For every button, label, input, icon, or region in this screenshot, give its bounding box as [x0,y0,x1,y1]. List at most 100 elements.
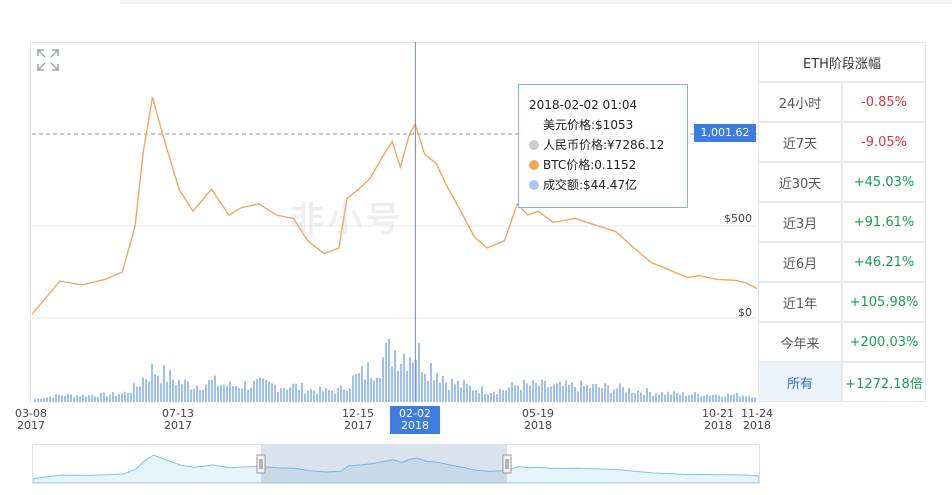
volume-bar [319,386,321,402]
volume-bar [547,387,549,402]
volume-bar [751,397,753,402]
volume-bar [193,388,195,402]
volume-bar [358,372,360,402]
btc-dot-icon [529,160,539,170]
volume-bar [154,374,156,402]
volume-bar [40,398,42,402]
volume-bar [190,389,192,402]
volume-bar [370,378,372,402]
volume-bar [484,393,486,402]
volume-bar [625,392,627,402]
volume-bar [634,392,636,402]
volume-bar [310,388,312,402]
x-tick-year: 2018 [743,419,771,432]
range-navigator[interactable] [32,444,760,484]
volume-bar [490,392,492,402]
volume-bar [517,385,519,402]
fullscreen-icon[interactable] [36,48,60,72]
volume-bar [46,397,48,402]
volume-bar [400,363,402,402]
volume-bar [52,397,54,402]
y-tick-0: $0 [738,306,752,319]
volume-bar [679,394,681,402]
volume-bar [265,379,267,402]
x-tick-label: 02-02 2018 [390,406,440,434]
volume-bar [631,392,633,402]
volume-bar [592,384,594,402]
stats-value-4: +46.21% [842,242,926,282]
volume-bar [442,375,444,402]
stats-period-3[interactable]: 近3月 [758,202,842,242]
volume-bar [205,384,207,402]
volume-bar [736,392,738,402]
stats-value-5: +105.98% [842,282,926,322]
navigator-handle-left [256,454,266,474]
volume-bar [574,387,576,402]
volume-bar [706,394,708,402]
navigator-selection [261,445,507,483]
volume-bar [637,390,639,402]
volume-bar [673,391,675,402]
volume-bar [418,342,420,402]
stats-period-2[interactable]: 近30天 [758,162,842,202]
volume-bar [406,370,408,402]
crosshair-tooltip: 2018-02-02 01:04 美元价格:$1053 人民币价格:¥7286.… [518,84,688,208]
volume-bar [64,395,66,402]
volume-bar [61,395,63,402]
x-tick-date: 05-19 [522,407,554,420]
stats-period-4[interactable]: 近6月 [758,242,842,282]
x-tick-label: 05-19 2018 [513,408,563,432]
volume-bar [412,362,414,402]
volume-bar [109,394,111,402]
volume-bar [220,384,222,402]
volume-bar [694,392,696,402]
x-tick-year: 2017 [17,419,45,432]
volume-bar [163,365,165,402]
stats-period-6[interactable]: 今年来 [758,322,842,362]
stats-period-1[interactable]: 近7天 [758,122,842,162]
x-tick-date: 12-15 [342,407,374,420]
volume-bar [202,390,204,402]
stats-period-5[interactable]: 近1年 [758,282,842,322]
volume-bar [394,350,396,402]
volume-bar [262,378,264,402]
volume-bar [283,387,285,402]
stats-period-0[interactable]: 24小时 [758,82,842,122]
volume-bar [301,382,303,402]
volume-bar [67,393,69,402]
volume-bar [721,396,723,402]
volume-bar [346,391,348,402]
volume-bar [502,390,504,402]
volume-bar [649,391,651,402]
x-tick-year: 2017 [344,419,372,432]
stats-period-7[interactable]: 所有 [758,362,842,402]
volume-bar [508,387,510,402]
volume-bar [124,391,126,402]
volume-bar [589,388,591,402]
volume-bar [466,383,468,402]
volume-bar [559,381,561,402]
volume-bar [286,389,288,402]
volume-bar [451,378,453,402]
volume-bar [556,383,558,402]
volume-bar [70,394,72,402]
volume-bar [505,390,507,402]
volume-bar [529,385,531,402]
stats-value-3: +91.61% [842,202,926,242]
volume-bar [313,390,315,402]
tooltip-vol: 成交额:$44.47亿 [543,178,638,192]
volume-bar [247,389,249,402]
volume-bar [715,394,717,402]
stats-value-2: +45.03% [842,162,926,202]
chart-frame [30,42,759,403]
volume-bar [115,395,117,402]
volume-bar [568,384,570,402]
volume-bar [526,383,528,402]
tooltip-cny-row: 人民币价格:¥7286.12 [529,135,677,155]
volume-bar [739,396,741,402]
volume-bar [136,386,138,402]
volume-bar [640,392,642,402]
volume-bar [697,393,699,402]
volume-bar [226,385,228,402]
